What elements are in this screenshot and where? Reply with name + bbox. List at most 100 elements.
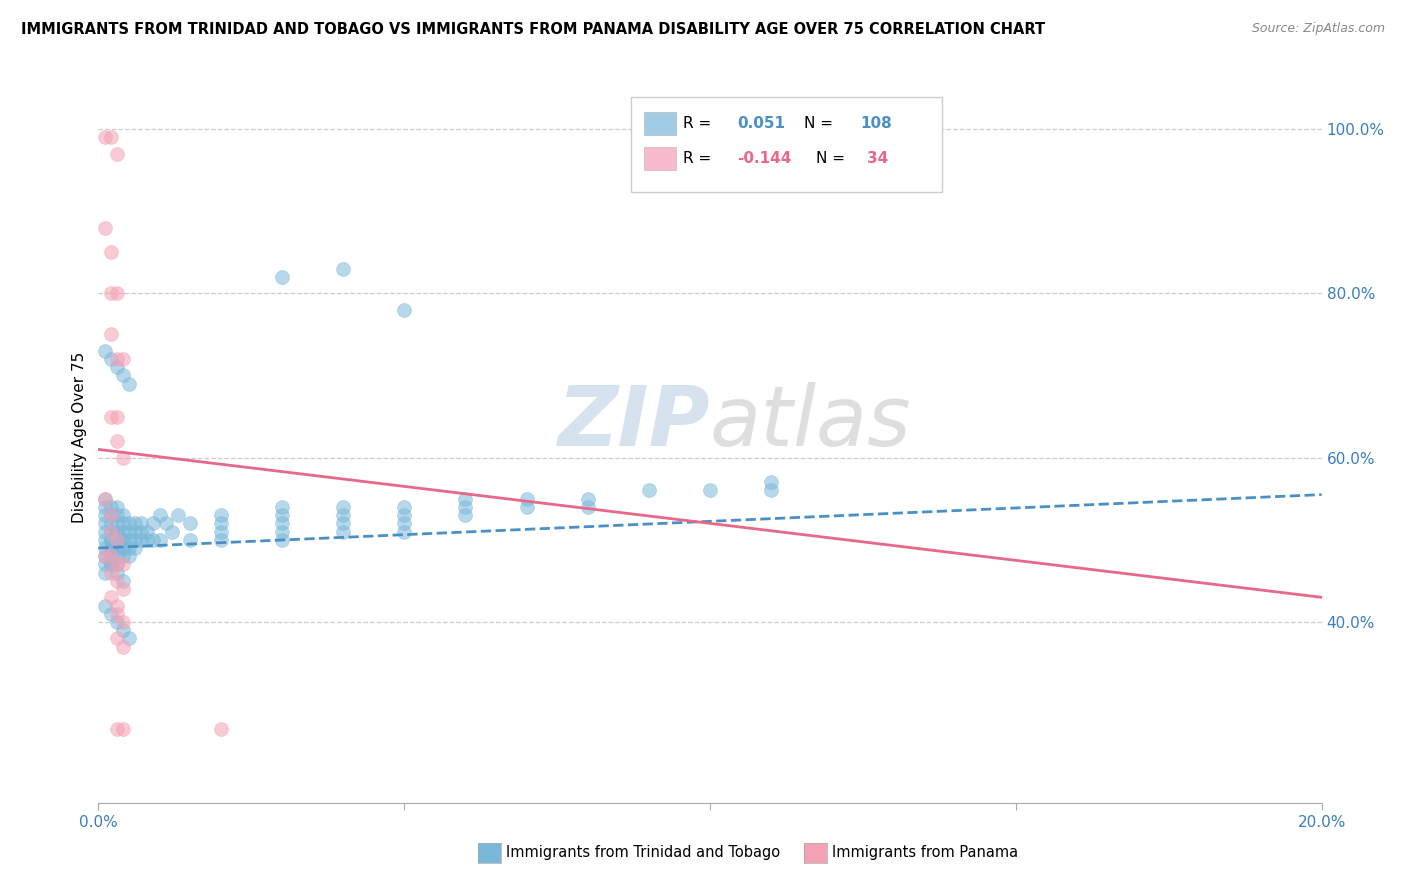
Text: Source: ZipAtlas.com: Source: ZipAtlas.com — [1251, 22, 1385, 36]
Point — [93, 566, 115, 580]
Point — [105, 524, 128, 539]
Point — [332, 516, 354, 531]
Point — [100, 245, 122, 260]
Point — [392, 302, 416, 317]
Point — [100, 524, 122, 539]
Point — [332, 524, 354, 539]
Point — [100, 558, 122, 572]
Point — [118, 516, 141, 531]
Point — [93, 220, 115, 235]
Point — [111, 516, 134, 531]
Point — [111, 533, 134, 547]
Point — [105, 533, 128, 547]
Text: ZIP: ZIP — [557, 382, 710, 463]
Point — [100, 508, 122, 523]
FancyBboxPatch shape — [630, 97, 942, 192]
Point — [105, 516, 128, 531]
Point — [118, 533, 141, 547]
Point — [454, 500, 477, 514]
Point — [93, 343, 115, 358]
Point — [270, 269, 292, 284]
Point — [105, 533, 128, 547]
Text: R =: R = — [683, 116, 716, 131]
Point — [209, 516, 232, 531]
Point — [100, 508, 122, 523]
Point — [93, 491, 115, 506]
Point — [136, 533, 159, 547]
Point — [105, 566, 128, 580]
Point — [209, 533, 232, 547]
Point — [111, 450, 134, 465]
FancyBboxPatch shape — [644, 146, 676, 170]
Point — [100, 541, 122, 555]
Point — [392, 524, 416, 539]
Point — [111, 541, 134, 555]
Point — [93, 541, 115, 555]
Point — [105, 558, 128, 572]
Point — [100, 500, 122, 514]
Point — [576, 500, 599, 514]
Point — [111, 722, 134, 736]
Point — [105, 500, 128, 514]
Point — [93, 533, 115, 547]
Point — [392, 508, 416, 523]
Point — [105, 508, 128, 523]
Point — [93, 130, 115, 145]
Point — [699, 483, 721, 498]
Point — [111, 351, 134, 366]
Point — [100, 351, 122, 366]
Text: 108: 108 — [860, 116, 893, 131]
Point — [118, 541, 141, 555]
Point — [93, 599, 115, 613]
Point — [111, 524, 134, 539]
Point — [111, 368, 134, 383]
Point — [100, 409, 122, 424]
Point — [111, 574, 134, 588]
Point — [270, 516, 292, 531]
Text: N =: N = — [804, 116, 838, 131]
Point — [93, 524, 115, 539]
Point — [100, 566, 122, 580]
Point — [105, 360, 128, 375]
Point — [179, 533, 201, 547]
Point — [111, 615, 134, 629]
Point — [105, 632, 128, 646]
Point — [129, 524, 152, 539]
Point — [209, 508, 232, 523]
Point — [111, 508, 134, 523]
Point — [332, 500, 354, 514]
Point — [270, 508, 292, 523]
Text: IMMIGRANTS FROM TRINIDAD AND TOBAGO VS IMMIGRANTS FROM PANAMA DISABILITY AGE OVE: IMMIGRANTS FROM TRINIDAD AND TOBAGO VS I… — [21, 22, 1045, 37]
Point — [111, 558, 134, 572]
Point — [105, 409, 128, 424]
Point — [111, 533, 134, 547]
Point — [759, 483, 782, 498]
Point — [100, 286, 122, 301]
Point — [111, 549, 134, 564]
Point — [516, 500, 538, 514]
Point — [332, 508, 354, 523]
Point — [100, 549, 122, 564]
Point — [100, 327, 122, 342]
Point — [100, 533, 122, 547]
Point — [100, 558, 122, 572]
Point — [100, 524, 122, 539]
Point — [93, 516, 115, 531]
Point — [105, 574, 128, 588]
Point — [105, 524, 128, 539]
Point — [100, 516, 122, 531]
Point — [105, 533, 128, 547]
Point — [93, 491, 115, 506]
Point — [100, 549, 122, 564]
Point — [118, 549, 141, 564]
Point — [93, 558, 115, 572]
Point — [160, 524, 183, 539]
Point — [105, 599, 128, 613]
Point — [105, 351, 128, 366]
Point — [93, 508, 115, 523]
Point — [454, 491, 477, 506]
Point — [100, 607, 122, 621]
Point — [100, 130, 122, 145]
Point — [105, 615, 128, 629]
Text: 0.051: 0.051 — [737, 116, 785, 131]
